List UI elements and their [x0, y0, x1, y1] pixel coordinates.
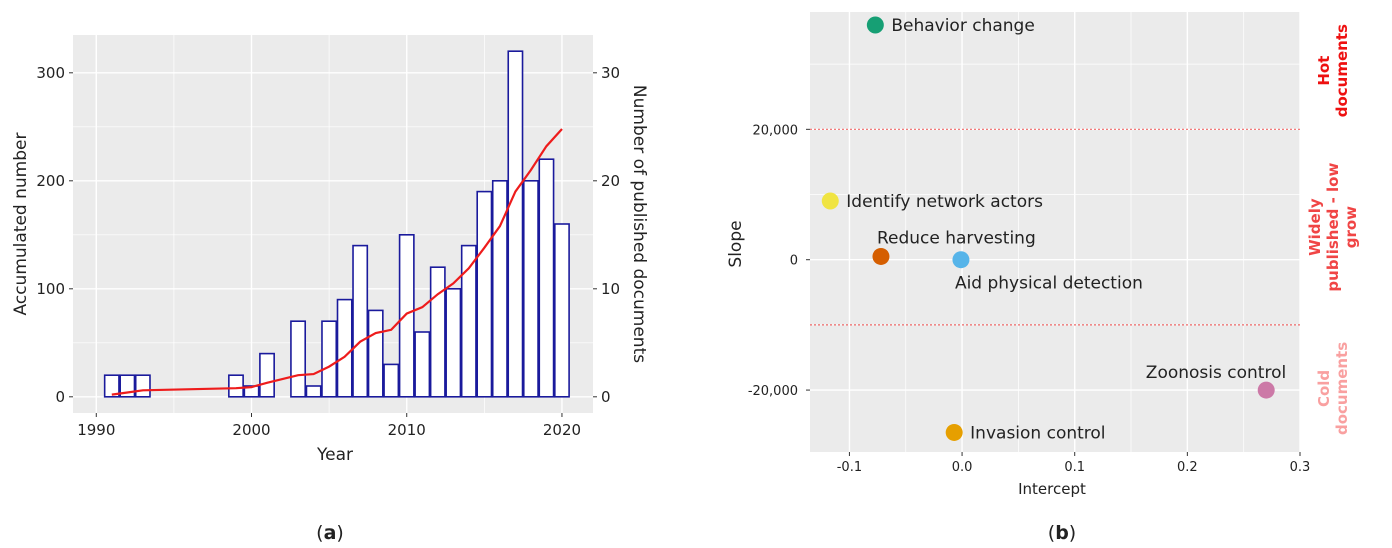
- chart-b-point-label: Invasion control: [970, 423, 1105, 443]
- chart-a-x-ticks: 1990 2000 2010 2020: [77, 413, 581, 439]
- chart-b-y-ticks: -20,000 0 20,000: [748, 123, 810, 399]
- chart-b-plot-area: [810, 12, 1300, 452]
- chart-a-y-tick-label: 200: [36, 172, 65, 190]
- chart-a-y2-tick-label: 10: [601, 280, 620, 298]
- panel-b-scatter-chart: Behavior change Identify network actors Re…: [726, 12, 1360, 544]
- chart-a-right-y-ticks: 0 10 20 30: [593, 64, 620, 406]
- chart-a-bar-2012: [429, 266, 446, 398]
- chart-a-y2-tick-label: 0: [601, 388, 611, 406]
- chart-b-y-tick-label: 0: [790, 254, 798, 269]
- chart-a-bar-2003: [290, 320, 307, 398]
- chart-a-bar-1993: [134, 374, 151, 398]
- chart-b-point-identify-network-actors: [821, 192, 839, 210]
- chart-b-point-label: Identify network actors: [846, 192, 1043, 212]
- chart-a-bar-2001: [259, 352, 275, 398]
- chart-a-y-tick-label: 300: [36, 64, 65, 82]
- chart-b-x-ticks: -0.1 0.0 0.1 0.2 0.3: [837, 452, 1311, 475]
- chart-a-x-tick-label: 2020: [543, 421, 581, 439]
- chart-a-bar-2007: [352, 244, 369, 398]
- chart-b-band-label: grow: [1342, 206, 1360, 248]
- chart-a-x-tick-label: 1990: [77, 421, 115, 439]
- chart-a-bar-2010: [398, 234, 415, 398]
- chart-b-point-zoonosis-control: [1257, 381, 1275, 399]
- panel-b-label-letter: b: [1055, 522, 1069, 544]
- chart-b-y-tick-label: -20,000: [748, 384, 798, 399]
- chart-a-bar-2005: [321, 320, 338, 398]
- chart-a-bar-1991: [103, 374, 120, 398]
- chart-b-band-label: Cold: [1315, 370, 1333, 407]
- chart-b-point-label: Reduce harvesting: [877, 228, 1036, 248]
- chart-a-x-tick-label: 2000: [232, 421, 270, 439]
- chart-b-point-invasion-control: [945, 423, 963, 441]
- chart-b-point-label: Aid physical detection: [955, 274, 1143, 294]
- chart-b-point-label: Behavior change: [891, 16, 1034, 36]
- chart-a-left-y-axis-title: Accumulated number: [11, 133, 31, 316]
- chart-a-bar-2006: [336, 298, 353, 398]
- panel-a-label-close: ): [336, 522, 343, 544]
- chart-b-x-tick-label: 0.2: [1177, 460, 1198, 475]
- chart-b-x-tick-label: 0.3: [1290, 460, 1311, 475]
- chart-a-bars: [103, 50, 570, 398]
- chart-a-bar-2008: [367, 309, 384, 398]
- chart-a-bar-2009: [383, 363, 400, 398]
- chart-b-point-behavior-change: [866, 16, 884, 34]
- chart-a-accumulated-line: [111, 128, 563, 396]
- chart-a-bar-2014: [460, 244, 477, 398]
- chart-a-bar-2016: [491, 180, 508, 398]
- chart-a-bar-1999: [228, 374, 244, 398]
- chart-a-x-axis-title: Year: [316, 445, 353, 465]
- chart-a-y2-tick-label: 30: [601, 64, 620, 82]
- chart-a-bar-2011: [414, 331, 431, 398]
- panel-a-bar-line-chart: 1990 2000 2010 2020 0 100 200 300 0 10 20 30 Year…: [11, 35, 649, 544]
- chart-b-band-label: Hot: [1315, 56, 1333, 86]
- chart-b-band-label: Widely: [1306, 198, 1324, 256]
- chart-a-bar-2017: [507, 50, 524, 398]
- chart-b-band-label: published - low: [1324, 163, 1342, 292]
- chart-a-bar-2004: [305, 385, 322, 398]
- chart-a-right-y-axis-title: Number of published documents: [629, 85, 649, 363]
- chart-b-band-label: documents: [1333, 24, 1351, 117]
- chart-a-bar-2020: [554, 223, 570, 398]
- chart-a-y-tick-label: 100: [36, 280, 65, 298]
- chart-b-y-tick-label: 20,000: [753, 123, 799, 138]
- panel-a-label-letter: a: [324, 522, 337, 544]
- panel-b-label-close: ): [1069, 522, 1076, 544]
- chart-a-bar-2015: [476, 190, 493, 398]
- chart-b-y-axis-title: Slope: [726, 220, 746, 267]
- panel-b-label: (b): [1048, 522, 1076, 544]
- chart-a-y2-tick-label: 20: [601, 172, 620, 190]
- chart-b-band-label: documents: [1333, 342, 1351, 435]
- chart-b-x-tick-label: -0.1: [837, 460, 862, 475]
- chart-b-x-tick-label: 0.0: [952, 460, 973, 475]
- chart-b-point-labels: Behavior change Identify network actors Re…: [846, 16, 1286, 443]
- chart-a-x-tick-label: 2010: [388, 421, 426, 439]
- chart-b-points: [821, 16, 1275, 441]
- chart-b-point-aid-physical-detection: [952, 251, 970, 269]
- chart-a-bar-2013: [445, 287, 462, 398]
- chart-a-y-tick-label: 0: [55, 388, 65, 406]
- chart-a-bar-2018: [522, 180, 539, 398]
- panel-a-label-open: (: [316, 522, 323, 544]
- chart-b-x-axis-title: Intercept: [1018, 480, 1086, 498]
- chart-b-point-reduce-harvesting: [872, 247, 890, 265]
- panel-b-label-open: (: [1048, 522, 1055, 544]
- chart-a-left-y-ticks: 0 100 200 300: [36, 64, 73, 406]
- panel-a-label: (a): [316, 522, 344, 544]
- chart-b-threshold-lines: [810, 128, 1300, 326]
- chart-b-point-label: Zoonosis control: [1146, 363, 1286, 383]
- chart-a-bar-2019: [538, 158, 555, 398]
- chart-b-x-tick-label: 0.1: [1064, 460, 1085, 475]
